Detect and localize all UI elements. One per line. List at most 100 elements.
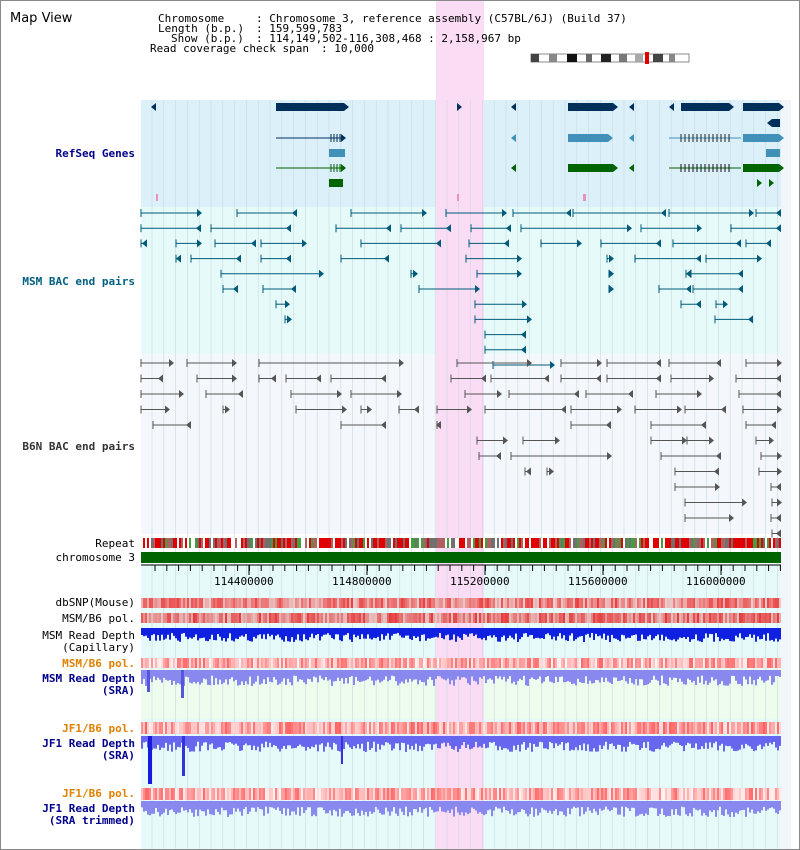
- read-depth-bar: [635, 736, 637, 745]
- read-depth-bar: [345, 801, 347, 812]
- polymorphism-cell: [663, 788, 665, 800]
- polymorphism-cell: [303, 613, 305, 623]
- read-depth-bar: [333, 801, 335, 810]
- polymorphism-cell: [265, 788, 267, 800]
- polymorphism-cell: [549, 722, 551, 734]
- polymorphism-cell: [697, 788, 699, 800]
- read-depth-bar: [509, 670, 511, 677]
- polymorphism-cell: [177, 788, 179, 800]
- polymorphism-cell: [263, 598, 265, 608]
- read-depth-bar: [491, 670, 493, 680]
- repeat-segment: [287, 538, 289, 548]
- polymorphism-cell: [739, 598, 741, 608]
- polymorphism-cell: [727, 613, 729, 623]
- polymorphism-cell: [379, 788, 381, 800]
- read-depth-bar: [163, 628, 165, 640]
- read-depth-bar: [329, 670, 331, 680]
- read-depth-bar: [611, 628, 613, 635]
- polymorphism-cell: [305, 658, 307, 668]
- read-depth-bar: [695, 736, 697, 744]
- read-depth-bar: [529, 801, 531, 815]
- arrow-left: [629, 164, 634, 172]
- read-depth-bar: [609, 670, 611, 683]
- read-depth-bar: [661, 670, 663, 676]
- polymorphism-cell: [455, 788, 457, 800]
- read-depth-bar: [613, 801, 615, 808]
- read-depth-bar: [633, 670, 635, 685]
- polymorphism-cell: [467, 788, 469, 800]
- read-depth-bar: [457, 670, 459, 677]
- polymorphism-cell: [695, 613, 697, 623]
- polymorphism-cell: [347, 598, 349, 608]
- polymorphism-cell: [261, 658, 263, 668]
- polymorphism-cell: [657, 598, 659, 608]
- polymorphism-cell: [201, 722, 203, 734]
- polymorphism-cell: [371, 598, 373, 608]
- read-depth-bar: [195, 736, 197, 747]
- polymorphism-cell: [471, 598, 473, 608]
- read-depth-bar: [747, 628, 749, 637]
- read-depth-bar: [291, 628, 293, 638]
- msm-bac-end-pair-arrow: [697, 224, 702, 233]
- polymorphism-cell: [607, 658, 609, 668]
- read-depth-bar: [687, 736, 689, 743]
- repeat-segment: [185, 538, 187, 548]
- polymorphism-cell: [721, 658, 723, 668]
- polymorphism-cell: [225, 658, 227, 668]
- read-depth-bar: [389, 670, 391, 680]
- read-depth-bar: [439, 801, 441, 807]
- repeat-segment: [621, 538, 623, 548]
- read-depth-bar: [525, 670, 527, 686]
- polymorphism-cell: [153, 598, 155, 608]
- polymorphism-cell: [315, 722, 317, 734]
- polymorphism-cell: [655, 658, 657, 668]
- repeat-segment: [569, 538, 571, 548]
- read-depth-bar: [755, 670, 757, 686]
- read-depth-bar: [651, 670, 653, 680]
- polymorphism-cell: [181, 722, 183, 734]
- read-depth-bar: [185, 801, 187, 810]
- read-depth-bar: [273, 801, 275, 809]
- coverage-value: : 10,000: [321, 42, 374, 55]
- polymorphism-cell: [691, 598, 693, 608]
- read-depth-bar: [505, 801, 507, 811]
- polymorphism-cell: [765, 613, 767, 623]
- msm-bac-end-pair-arrow: [251, 239, 256, 248]
- repeat-segment: [667, 538, 669, 548]
- polymorphism-cell: [175, 598, 177, 608]
- polymorphism-cell: [197, 722, 199, 734]
- polymorphism-cell: [187, 788, 189, 800]
- read-depth-bar: [541, 801, 543, 808]
- read-depth-bar: [665, 628, 667, 637]
- read-depth-bar: [269, 670, 271, 682]
- polymorphism-cell: [625, 788, 627, 800]
- read-depth-bar: [587, 736, 589, 745]
- read-depth-bar: [167, 736, 169, 751]
- repeat-segment: [427, 538, 429, 548]
- polymorphism-cell: [545, 788, 547, 800]
- read-depth-bar: [265, 736, 267, 742]
- read-depth-bar: [727, 801, 729, 815]
- polymorphism-cell: [417, 788, 419, 800]
- read-depth-bar: [577, 670, 579, 679]
- read-depth-bar: [397, 801, 399, 816]
- read-depth-bar: [641, 801, 643, 814]
- polymorphism-cell: [641, 722, 643, 734]
- read-depth-bar: [639, 736, 641, 750]
- read-depth-bar: [421, 670, 423, 683]
- gene-strand-arrow: [613, 164, 618, 172]
- repeat-segment: [653, 538, 655, 548]
- repeat-segment: [625, 538, 627, 548]
- polymorphism-cell: [445, 658, 447, 668]
- polymorphism-cell: [329, 598, 331, 608]
- polymorphism-cell: [141, 598, 143, 608]
- polymorphism-cell: [169, 598, 171, 608]
- repeat-segment: [515, 538, 517, 548]
- repeat-segment: [179, 538, 181, 548]
- read-depth-bar: [599, 670, 601, 683]
- polymorphism-cell: [527, 598, 529, 608]
- read-depth-bar: [717, 628, 719, 638]
- repeat-segment: [743, 538, 745, 548]
- read-depth-bar: [571, 736, 573, 750]
